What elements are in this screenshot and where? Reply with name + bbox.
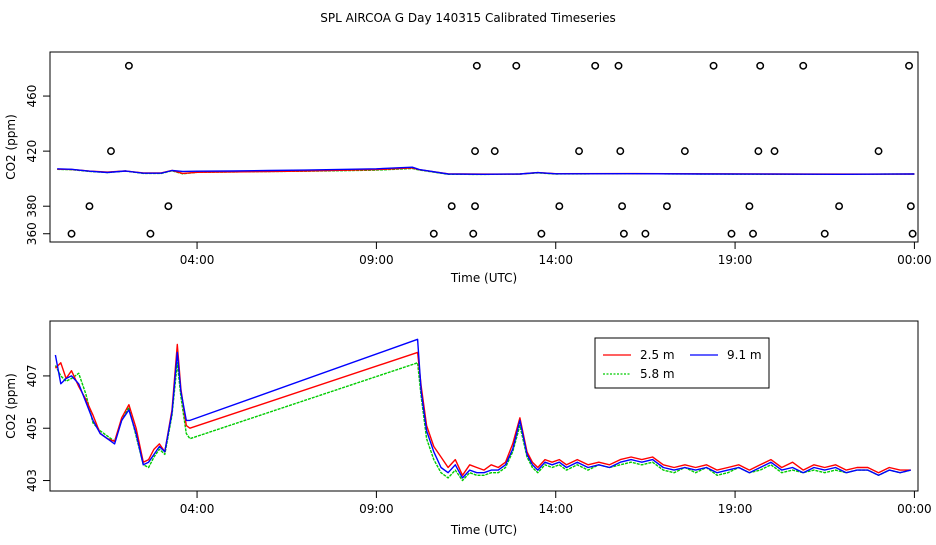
bottom-y-tick-label-1: 405	[25, 417, 39, 440]
top-x-tick-label-0: 04:00	[180, 253, 215, 267]
legend-label-9-1m: 9.1 m	[727, 348, 762, 362]
bottom-panel: CO2 (ppm) Time (UTC) 2.5 m 9.1 m 5.8 m	[4, 320, 919, 537]
top-marker-9	[471, 202, 479, 211]
top-marker-24	[680, 147, 689, 156]
bottom-x-tick-label-0: 04:00	[180, 502, 215, 516]
bottom-series-9-1-m	[54, 338, 911, 479]
top-y-tick-label-2: 420	[25, 140, 39, 163]
top-marker-15	[555, 202, 564, 211]
bottom-x-axis-label: Time (UTC)	[450, 523, 517, 537]
bottom-y-tick-label-0: 403	[25, 469, 39, 492]
top-y-axis-label: CO2 (ppm)	[4, 114, 18, 180]
top-y-tick-label-0: 360	[25, 222, 39, 245]
top-marker-1	[85, 202, 94, 211]
top-x-tick-label-3: 19:00	[718, 253, 753, 267]
top-marker-13	[512, 61, 521, 70]
top-marker-26	[727, 229, 736, 238]
top-marker-14	[537, 229, 546, 238]
top-marker-23	[662, 202, 671, 211]
legend-box	[594, 337, 770, 389]
legend-label-5-8m: 5.8 m	[640, 367, 675, 381]
top-marker-36	[905, 61, 913, 70]
top-marker-16	[575, 147, 583, 156]
top-marker-4	[146, 229, 155, 238]
top-marker-28	[749, 229, 757, 238]
top-y-tick-label-1: 380	[25, 195, 39, 218]
top-marker-10	[471, 147, 479, 156]
top-y-tick-label-3: 460	[25, 85, 39, 108]
top-marker-38	[908, 229, 917, 238]
top-marker-21	[619, 229, 628, 238]
top-marker-37	[906, 202, 915, 211]
bottom-x-tick-label-1: 09:00	[359, 502, 394, 516]
top-marker-7	[447, 202, 456, 211]
top-marker-19	[616, 147, 625, 156]
top-plot-frame	[49, 51, 919, 243]
top-marker-35	[874, 147, 883, 156]
top-marker-22	[641, 229, 650, 238]
chart-legend: 2.5 m 9.1 m 5.8 m	[594, 337, 770, 389]
bottom-x-tick-label-4: 00:00	[897, 502, 932, 516]
top-marker-34	[835, 202, 844, 211]
top-marker-11	[472, 61, 481, 70]
top-marker-33	[820, 229, 829, 238]
top-marker-3	[124, 61, 133, 70]
top-marker-31	[770, 147, 779, 156]
top-x-tick-label-1: 09:00	[359, 253, 394, 267]
bottom-plot-frame	[49, 320, 919, 492]
top-marker-2	[107, 147, 115, 156]
bottom-x-tick-label-3: 19:00	[718, 502, 753, 516]
top-marker-5	[164, 202, 173, 211]
top-marker-29	[754, 147, 763, 156]
top-x-tick-label-4: 00:00	[897, 253, 932, 267]
bottom-series-5-8-m	[54, 362, 911, 482]
top-panel: CO2 (ppm) Time (UTC)	[4, 51, 919, 285]
top-marker-8	[469, 229, 478, 238]
top-marker-20	[618, 202, 627, 211]
chart-marks: 04:00 09:00 14:00 19:00 00:00 360 380 420 460 04:…	[25, 61, 932, 516]
bottom-x-tick-label-2: 14:00	[538, 502, 573, 516]
top-marker-32	[799, 61, 808, 70]
top-x-tick-label-2: 14:00	[538, 253, 573, 267]
top-marker-17	[591, 61, 600, 70]
top-marker-18	[614, 61, 623, 70]
top-series-9-1-m	[57, 166, 915, 176]
top-marker-12	[490, 147, 499, 156]
top-marker-30	[756, 61, 765, 70]
top-marker-6	[429, 229, 438, 238]
bottom-y-tick-label-2: 407	[25, 364, 39, 387]
top-marker-27	[745, 202, 754, 211]
top-marker-25	[709, 61, 718, 70]
top-marker-0	[67, 229, 76, 238]
bottom-y-axis-label: CO2 (ppm)	[4, 373, 18, 439]
legend-label-2-5m: 2.5 m	[640, 348, 675, 362]
top-x-axis-label: Time (UTC)	[450, 271, 517, 285]
chart-title: SPL AIRCOA G Day 140315 Calibrated Times…	[320, 11, 615, 25]
